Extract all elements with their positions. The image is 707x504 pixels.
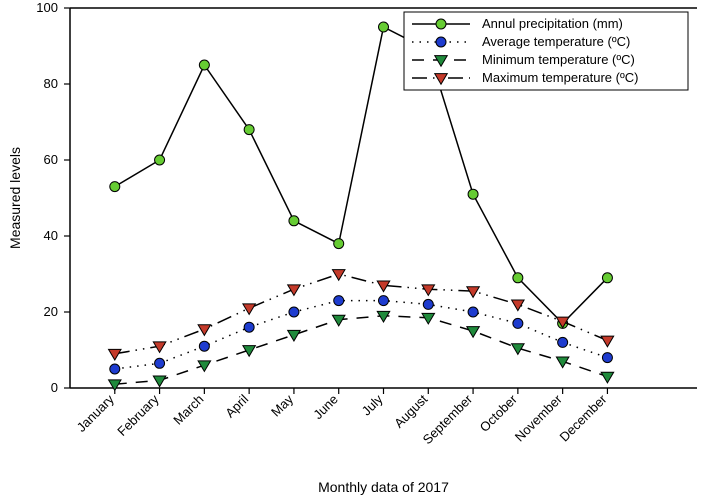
y-tick-label: 60: [44, 152, 58, 167]
y-tick-label: 40: [44, 228, 58, 243]
legend-label: Average temperature (ºC): [482, 34, 630, 49]
x-tick-label: January: [74, 391, 118, 435]
x-tick-label: March: [170, 392, 206, 428]
legend-label: Minimum temperature (ºC): [482, 52, 635, 67]
legend-label: Annul precipitation (mm): [482, 16, 623, 31]
y-tick-label: 100: [36, 0, 58, 15]
y-tick-label: 80: [44, 76, 58, 91]
legend-label: Maximum temperature (ºC): [482, 70, 638, 85]
y-tick-label: 0: [51, 380, 58, 395]
x-tick-label: October: [477, 391, 521, 435]
x-tick-label: September: [420, 391, 476, 447]
x-tick-label: July: [359, 391, 386, 418]
x-tick-label: June: [310, 392, 341, 423]
x-tick-label: November: [512, 391, 565, 444]
y-tick-label: 20: [44, 304, 58, 319]
x-tick-label: May: [268, 391, 296, 419]
chart-container: 0 20 40 60 80 100 JanuaryFebruaryMarch April May…: [0, 0, 707, 504]
x-tick-label: August: [391, 391, 430, 430]
x-tick-label: February: [114, 391, 162, 439]
x-tick-label: December: [557, 391, 610, 444]
series-line: [115, 316, 608, 384]
x-axis-label: Monthly data of 2017: [318, 479, 449, 495]
y-axis-label: Measured levels: [7, 147, 23, 249]
x-tick-label: April: [222, 391, 251, 420]
chart-svg: 0 20 40 60 80 100 JanuaryFebruaryMarch April May…: [0, 0, 707, 504]
series-line: [115, 274, 608, 354]
